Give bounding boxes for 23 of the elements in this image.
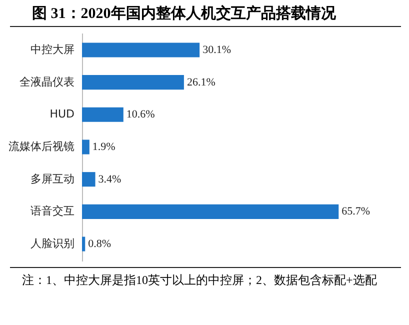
data-label: 30.1% — [202, 44, 231, 56]
bar — [82, 140, 90, 154]
bar — [82, 42, 200, 58]
y-tick-label: 人脸识别 — [30, 237, 74, 250]
y-tick-label: HUD — [50, 108, 74, 121]
y-tick-label: 中控大屏 — [30, 42, 74, 56]
bar — [82, 236, 86, 252]
y-tick-label: 多屏互动 — [30, 172, 74, 186]
y-tick-label: 流媒体后视镜 — [8, 140, 74, 153]
bar — [82, 107, 124, 122]
bar — [82, 204, 339, 219]
data-label: 65.7% — [342, 206, 370, 218]
chart-title: 图 31：2020年国内整体人机交互产品搭载情况 — [10, 0, 401, 27]
data-label: 1.9% — [92, 141, 116, 153]
bar — [82, 75, 184, 90]
bar — [82, 172, 96, 187]
data-label: 0.8% — [88, 238, 112, 250]
data-label: 3.4% — [98, 173, 122, 186]
text: 注：1、中控大屏是指10英寸以上的中控屏；2、数据包含标配+选配 — [10, 267, 401, 289]
data-label: 10.6% — [126, 108, 155, 121]
y-tick-label: 全液晶仪表 — [20, 75, 74, 88]
y-tick-label: 语音交互 — [30, 204, 74, 218]
data-label: 26.1% — [186, 76, 216, 88]
